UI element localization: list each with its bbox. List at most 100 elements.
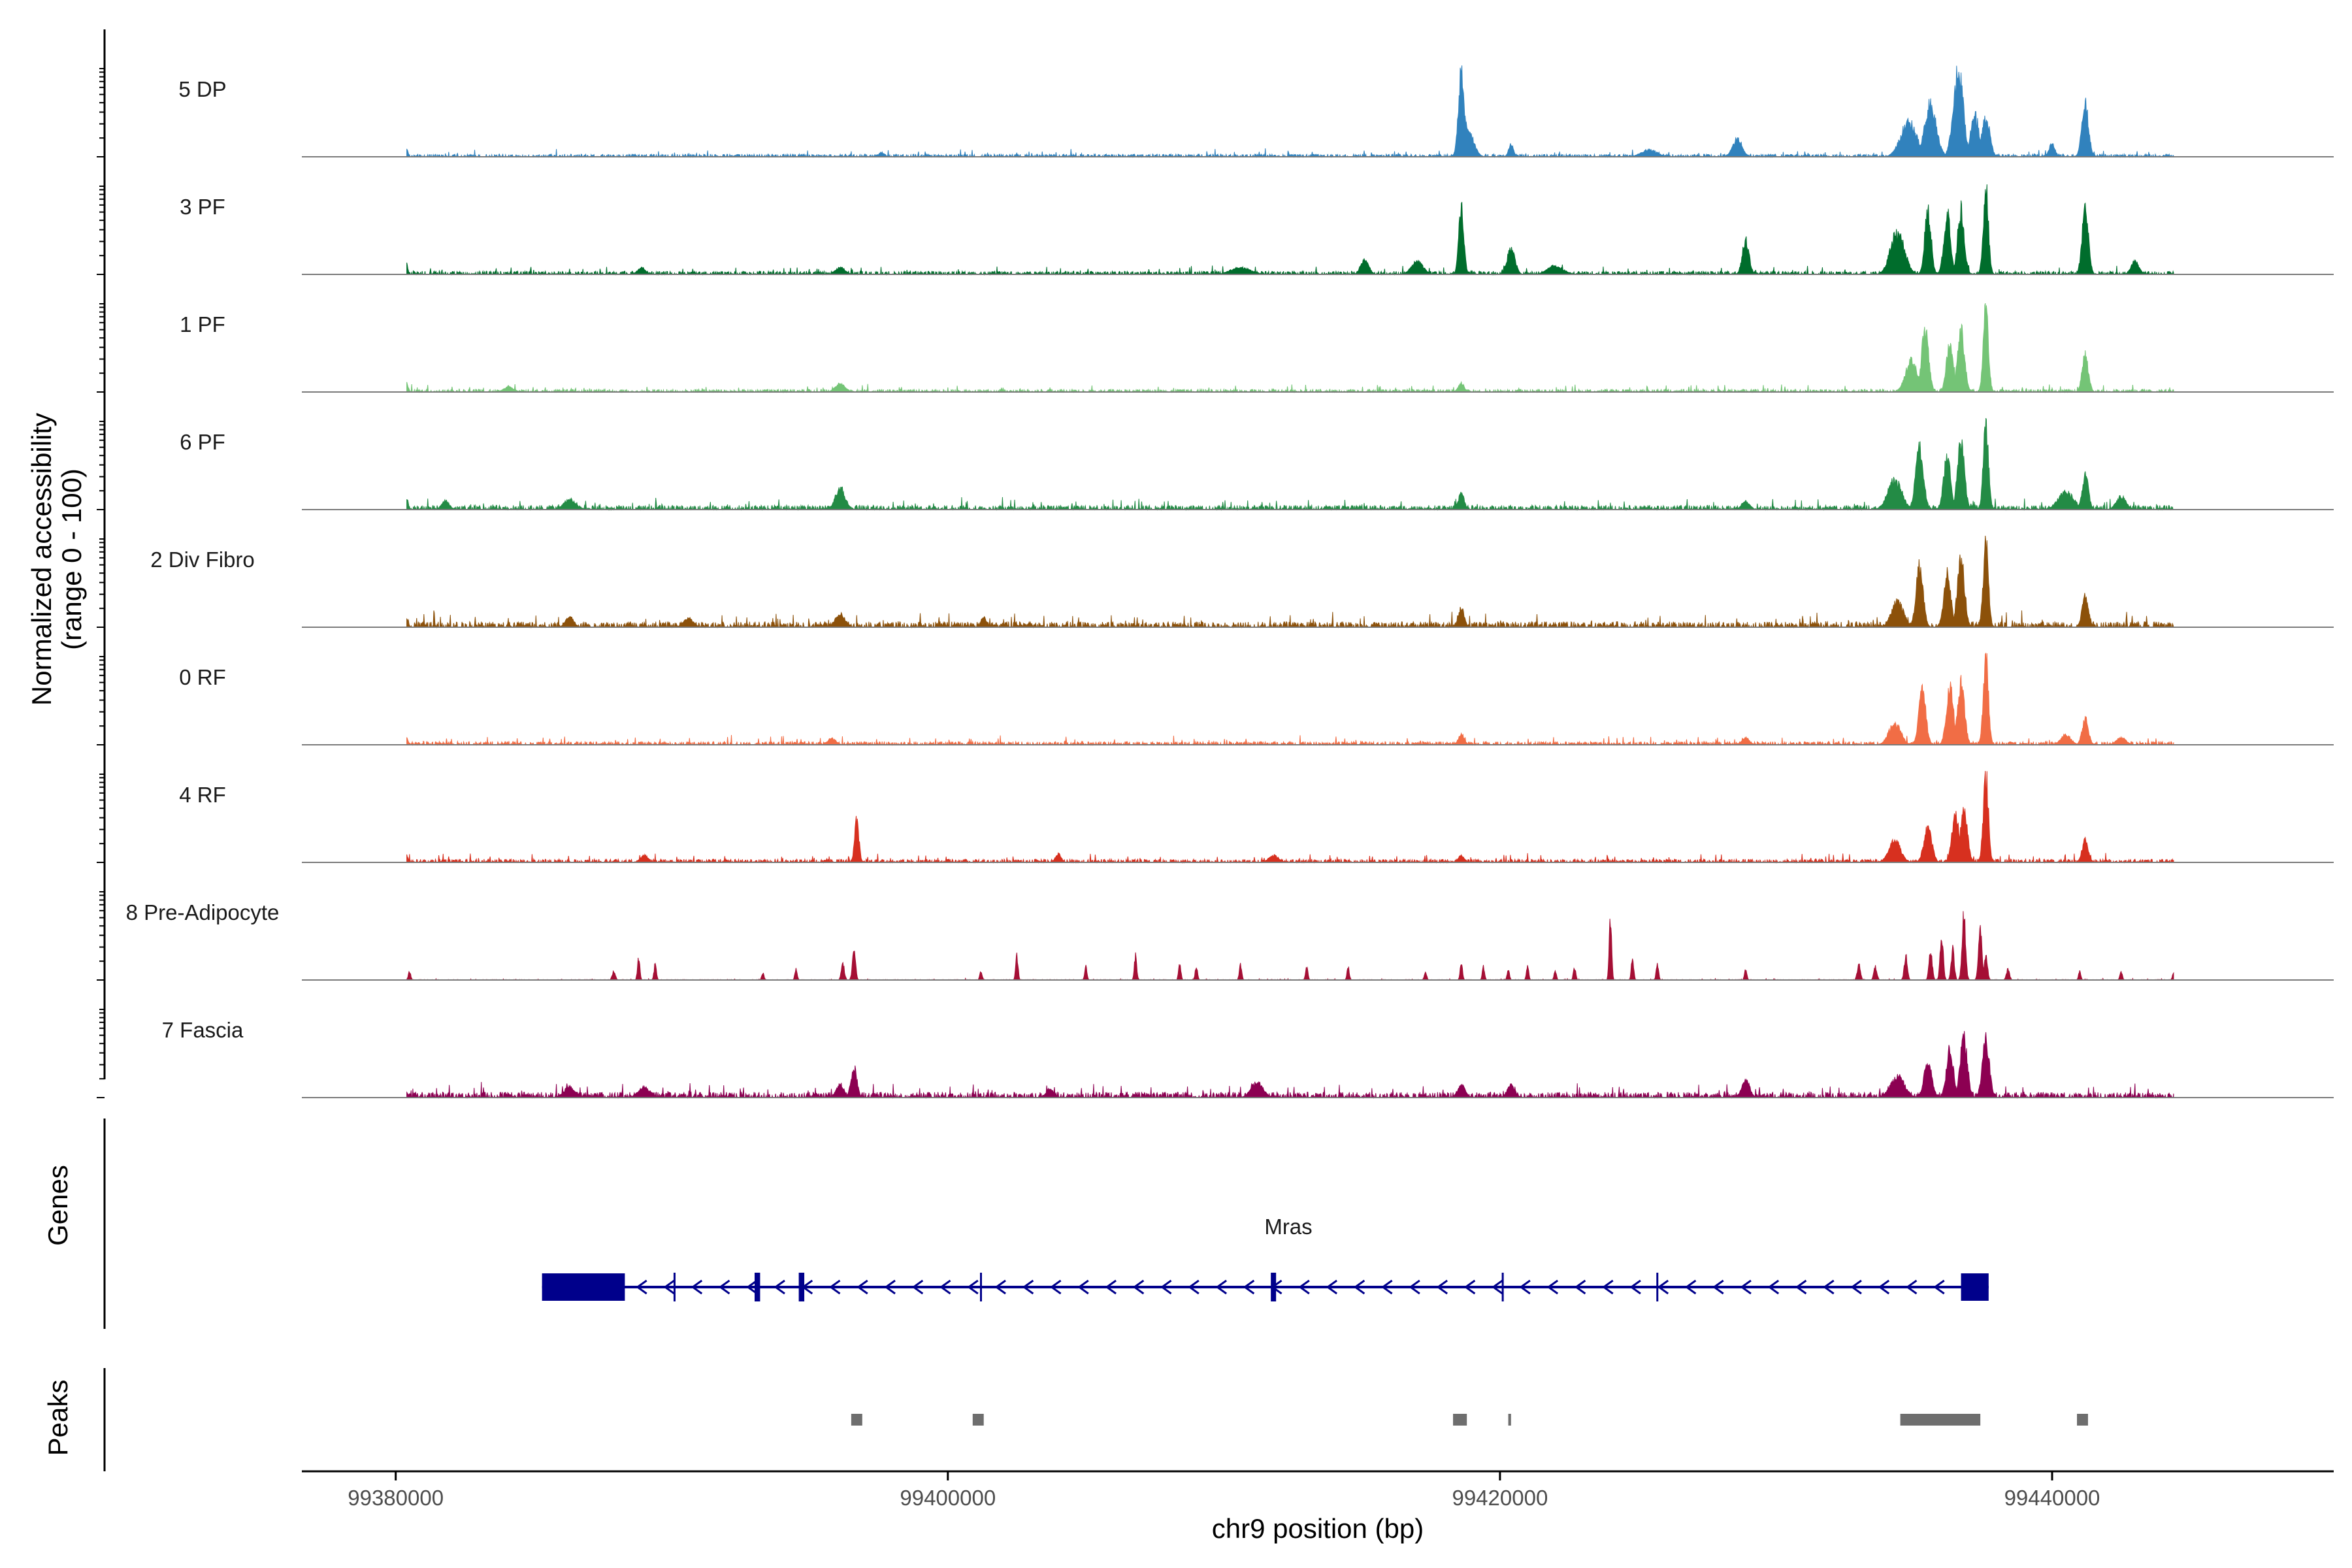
coverage-tracks xyxy=(302,65,2334,1099)
strand-arrow xyxy=(884,1279,896,1295)
strand-arrow xyxy=(1326,1279,1338,1295)
strand-arrow xyxy=(857,1279,868,1295)
track-label: 0 RF xyxy=(179,665,226,689)
x-axis-title: chr9 position (bp) xyxy=(1212,1513,1424,1544)
strand-arrow xyxy=(746,1279,758,1295)
axes: Normalized accessibility (range 0 - 100) 9… xyxy=(26,29,2334,1510)
strand-arrow xyxy=(1132,1279,1145,1295)
peak-region xyxy=(851,1414,862,1426)
x-tick-label: 99420000 xyxy=(1452,1486,1548,1510)
track-6-pf xyxy=(302,417,2334,511)
strand-arrow xyxy=(1022,1279,1034,1295)
gene-exon-block xyxy=(1961,1273,1989,1301)
strand-arrow xyxy=(1629,1279,1641,1295)
track-label: 8 Pre-Adipocyte xyxy=(126,900,280,924)
strand-arrow xyxy=(911,1279,924,1295)
strand-arrow xyxy=(1795,1279,1807,1295)
strand-arrow xyxy=(718,1279,730,1295)
strand-arrow xyxy=(1878,1279,1890,1295)
strand-arrow xyxy=(1905,1279,1918,1295)
strand-arrow xyxy=(663,1279,675,1295)
strand-arrow xyxy=(828,1279,841,1295)
strand-arrow xyxy=(1409,1279,1420,1295)
strand-arrow xyxy=(1546,1279,1559,1295)
track-8-pre-adipocyte xyxy=(302,911,2334,981)
strand-arrow xyxy=(636,1279,647,1295)
track-3-pf xyxy=(302,184,2334,276)
strand-arrow xyxy=(1463,1279,1476,1295)
gene-name-label: Mras xyxy=(1264,1215,1312,1239)
peak-region xyxy=(972,1414,984,1426)
gene-exon-block xyxy=(542,1273,625,1301)
strand-arrow xyxy=(1105,1279,1117,1295)
peak-region xyxy=(1900,1414,1981,1426)
strand-arrow xyxy=(774,1279,785,1295)
peak-region xyxy=(2077,1414,2088,1426)
strand-arrow xyxy=(1436,1279,1448,1295)
strand-arrow xyxy=(1823,1279,1835,1295)
coverage-area xyxy=(406,417,2174,511)
x-tick-label: 99400000 xyxy=(900,1486,996,1510)
track-1-pf xyxy=(302,302,2334,393)
coverage-area xyxy=(406,770,2174,864)
coverage-area xyxy=(406,302,2174,393)
strand-arrow xyxy=(1160,1279,1172,1295)
strand-arrow xyxy=(1767,1279,1780,1295)
track-0-rf xyxy=(302,652,2334,746)
gene-track: Mras xyxy=(542,1215,1989,1301)
track-label: 5 DP xyxy=(178,77,226,101)
x-tick-label: 99440000 xyxy=(2004,1486,2100,1510)
peaks-track xyxy=(851,1414,2088,1426)
strand-arrow xyxy=(1657,1279,1669,1295)
strand-arrow xyxy=(1492,1279,1503,1295)
track-label: 4 RF xyxy=(179,783,226,807)
track-label: 6 PF xyxy=(180,430,225,454)
track-label: 7 Fascia xyxy=(162,1018,244,1042)
strand-arrow xyxy=(1933,1279,1945,1295)
strand-arrow xyxy=(1188,1279,1200,1295)
track-2-div-fibro xyxy=(302,535,2334,629)
strand-arrow xyxy=(691,1279,703,1295)
track-label: 1 PF xyxy=(180,312,225,336)
strand-arrow xyxy=(1602,1279,1614,1295)
strand-arrow xyxy=(1243,1279,1255,1295)
strand-arrow xyxy=(801,1279,813,1295)
track-4-rf xyxy=(302,770,2334,864)
strand-arrow xyxy=(1215,1279,1227,1295)
coverage-area xyxy=(406,65,2174,158)
strand-arrow xyxy=(1353,1279,1365,1295)
strand-arrow xyxy=(1271,1279,1282,1295)
coverage-area xyxy=(406,535,2174,629)
strand-arrow xyxy=(994,1279,1006,1295)
strand-arrow xyxy=(967,1279,979,1295)
track-labels: 5 DP 3 PF 1 PF 6 PF 2 Div Fibro 0 RF 4 RF 8 Pre… xyxy=(126,77,280,1042)
strand-arrow xyxy=(1574,1279,1586,1295)
track-label: 3 PF xyxy=(180,195,225,219)
strand-arrow xyxy=(1684,1279,1697,1295)
y-axis-title: (range 0 - 100) xyxy=(56,468,87,650)
track-7-fascia xyxy=(302,1031,2334,1099)
coverage-area xyxy=(406,184,2174,276)
coverage-area xyxy=(406,1031,2174,1099)
strand-arrow xyxy=(1298,1279,1310,1295)
y-axis-title: Normalized accessibility xyxy=(26,413,57,706)
track-label: 2 Div Fibro xyxy=(150,547,255,572)
peaks-track-title: Peaks xyxy=(42,1380,73,1456)
strand-arrow xyxy=(1712,1279,1724,1295)
strand-arrow xyxy=(1850,1279,1862,1295)
genes-track-title: Genes xyxy=(42,1165,73,1246)
x-tick-label: 99380000 xyxy=(348,1486,444,1510)
peak-region xyxy=(1453,1414,1467,1426)
strand-arrow xyxy=(1077,1279,1089,1295)
strand-arrow xyxy=(1381,1279,1393,1295)
strand-arrow xyxy=(939,1279,951,1295)
track-5-dp xyxy=(302,65,2334,158)
gene-exon xyxy=(754,1273,760,1301)
peak-region xyxy=(1508,1414,1511,1426)
strand-arrow xyxy=(1519,1279,1531,1295)
coverage-area xyxy=(406,652,2174,746)
coverage-area xyxy=(406,911,2174,981)
strand-arrow xyxy=(1049,1279,1062,1295)
strand-arrow xyxy=(1740,1279,1752,1295)
